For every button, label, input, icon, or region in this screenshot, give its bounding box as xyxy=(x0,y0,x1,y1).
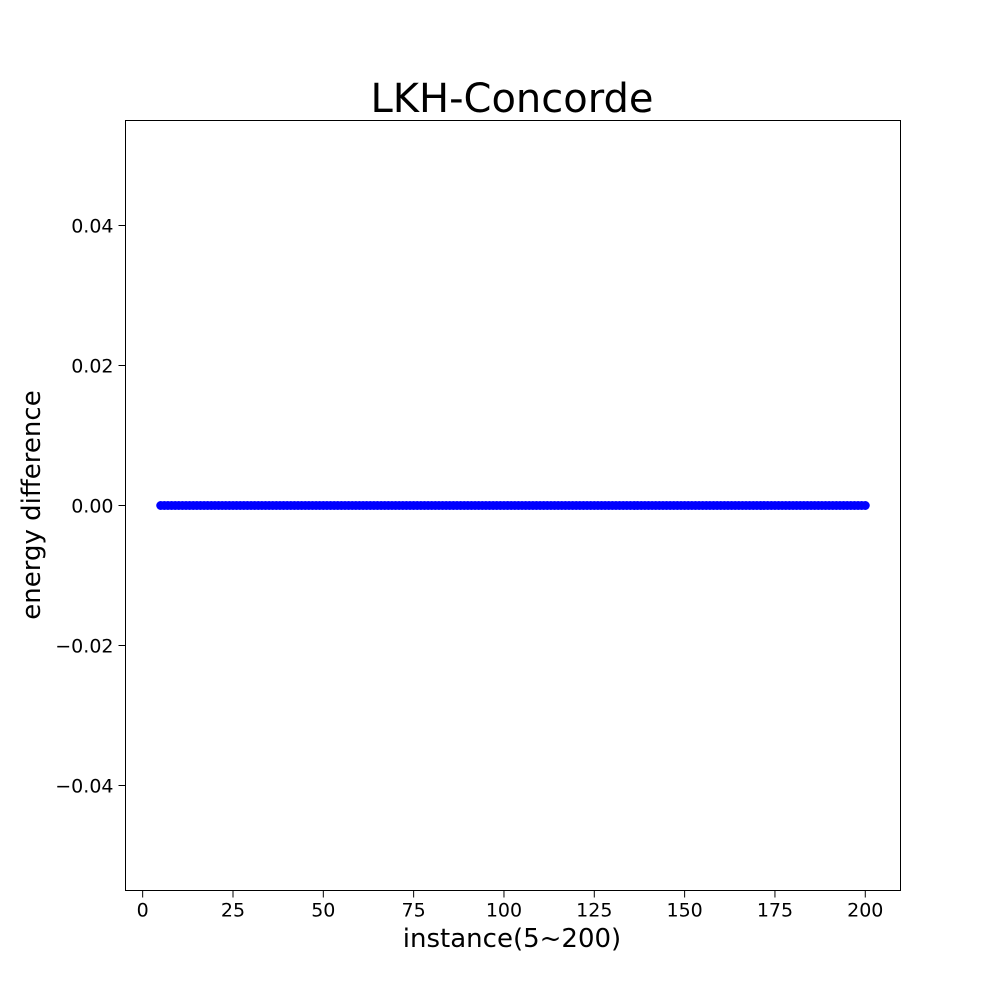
x-tick-label: 0 xyxy=(137,900,149,922)
x-tick-label: 100 xyxy=(486,900,522,922)
x-tick-label: 125 xyxy=(576,900,612,922)
y-tick-label: 0.00 xyxy=(71,496,113,518)
x-tick-label: 200 xyxy=(847,900,883,922)
chart-title: LKH-Concorde xyxy=(371,76,654,122)
x-axis-ticks: 0 25 50 75 100 125 150 175 200 xyxy=(137,890,883,922)
x-tick-label: 150 xyxy=(666,900,702,922)
x-tick-label: 25 xyxy=(221,900,245,922)
x-tick-label: 50 xyxy=(311,900,335,922)
x-tick-label: 75 xyxy=(402,900,426,922)
data-point xyxy=(860,501,870,510)
y-tick-label: −0.02 xyxy=(55,636,113,658)
x-tick-label: 175 xyxy=(757,900,793,922)
y-tick-label: −0.04 xyxy=(55,776,113,798)
y-tick-label: 0.02 xyxy=(71,356,113,378)
x-axis-label: instance(5~200) xyxy=(403,924,621,954)
y-axis-label: energy difference xyxy=(17,390,47,619)
y-axis-ticks: 0.04 0.02 0.00 −0.02 −0.04 xyxy=(55,216,126,798)
y-tick-label: 0.04 xyxy=(71,216,113,238)
data-points xyxy=(156,501,870,510)
